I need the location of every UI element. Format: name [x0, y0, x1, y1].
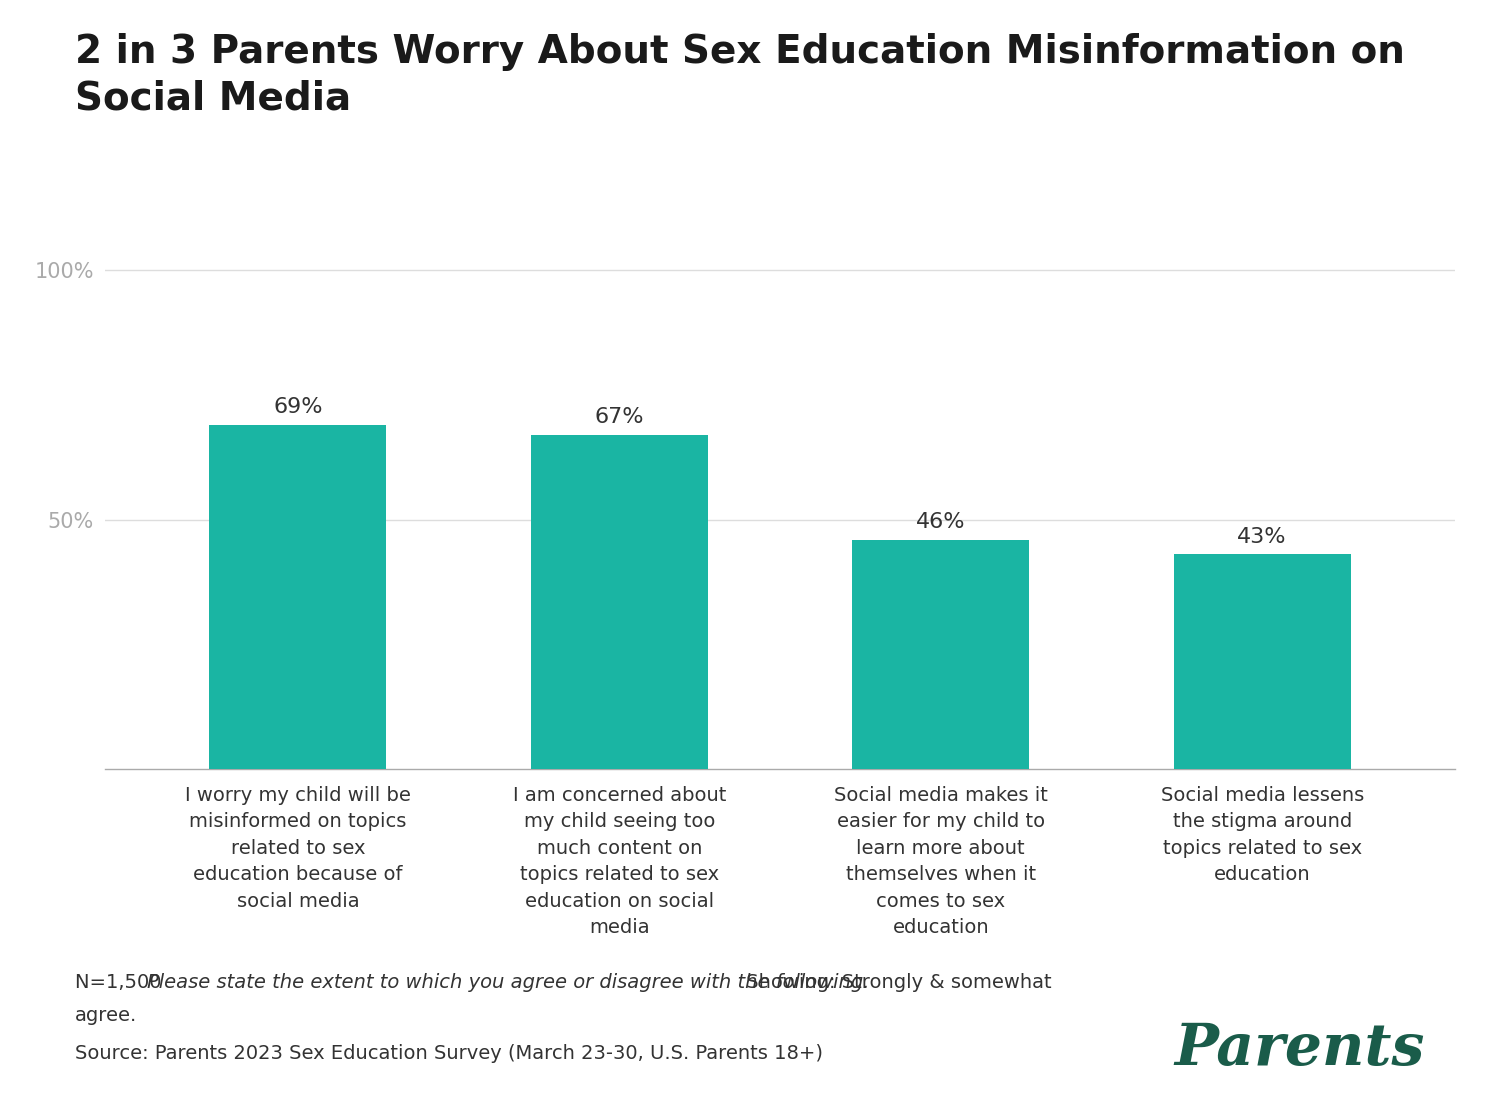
- Text: Parents: Parents: [1174, 1021, 1425, 1077]
- Text: I am concerned about
my child seeing too
much content on
topics related to sex
e: I am concerned about my child seeing too…: [513, 786, 726, 937]
- Text: Showing: Strongly & somewhat: Showing: Strongly & somewhat: [740, 973, 1052, 991]
- Bar: [852, 540, 1029, 769]
- Text: 67%: 67%: [594, 407, 644, 428]
- Bar: [210, 424, 387, 769]
- Text: 43%: 43%: [1238, 528, 1287, 547]
- Text: agree.: agree.: [75, 1006, 138, 1024]
- Text: N=1,500: N=1,500: [75, 973, 168, 991]
- Text: 46%: 46%: [916, 512, 966, 532]
- Bar: [531, 434, 708, 769]
- Text: Social media makes it
easier for my child to
learn more about
themselves when it: Social media makes it easier for my chil…: [834, 786, 1047, 937]
- Text: 69%: 69%: [273, 397, 322, 418]
- Text: I worry my child will be
misinformed on topics
related to sex
education because : I worry my child will be misinformed on …: [184, 786, 411, 911]
- Bar: [1173, 555, 1350, 769]
- Text: Source: Parents 2023 Sex Education Survey (March 23-30, U.S. Parents 18+): Source: Parents 2023 Sex Education Surve…: [75, 1044, 824, 1063]
- Text: Social media lessens
the stigma around
topics related to sex
education: Social media lessens the stigma around t…: [1161, 786, 1364, 885]
- Text: 2 in 3 Parents Worry About Sex Education Misinformation on
Social Media: 2 in 3 Parents Worry About Sex Education…: [75, 33, 1406, 118]
- Text: Please state the extent to which you agree or disagree with the following.: Please state the extent to which you agr…: [147, 973, 870, 991]
